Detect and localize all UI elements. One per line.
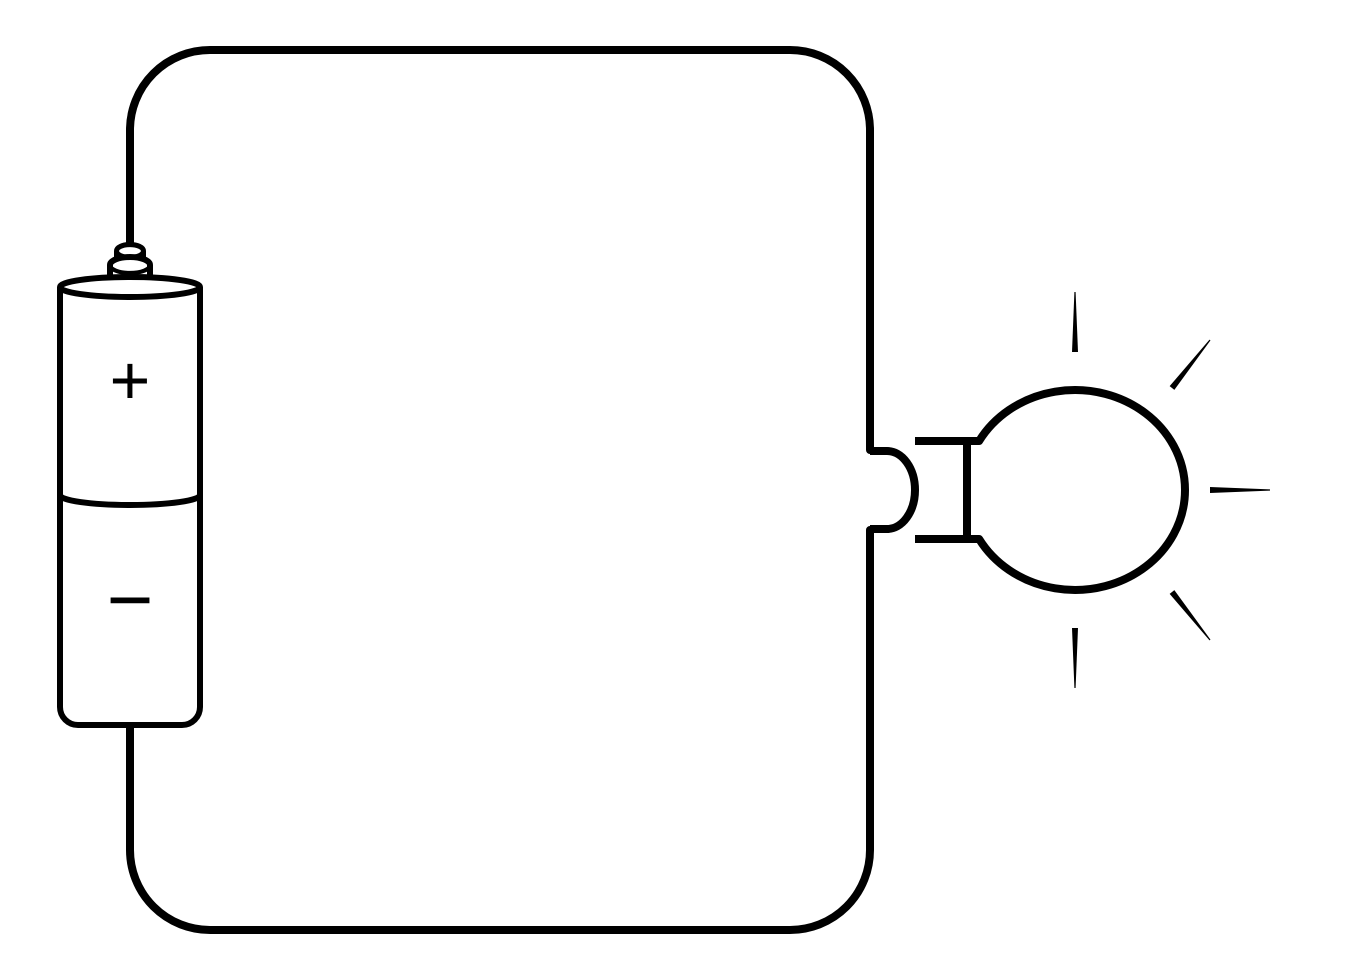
light-ray: [1072, 628, 1078, 688]
circuit-diagram: + −: [0, 0, 1357, 980]
wire-top-segment: [130, 50, 870, 450]
circuit-svg: [0, 0, 1357, 980]
battery-icon: [60, 245, 200, 725]
wire-bottom-segment: [130, 530, 870, 930]
lightbulb-icon: [870, 292, 1270, 688]
battery-negative-label: −: [90, 560, 170, 640]
battery-positive-label: +: [90, 345, 170, 415]
bulb-glass: [915, 390, 1185, 590]
light-ray: [1170, 590, 1211, 640]
bulb-base: [870, 451, 915, 529]
light-ray: [1170, 340, 1211, 390]
light-ray: [1072, 292, 1078, 352]
light-ray: [1210, 487, 1270, 493]
